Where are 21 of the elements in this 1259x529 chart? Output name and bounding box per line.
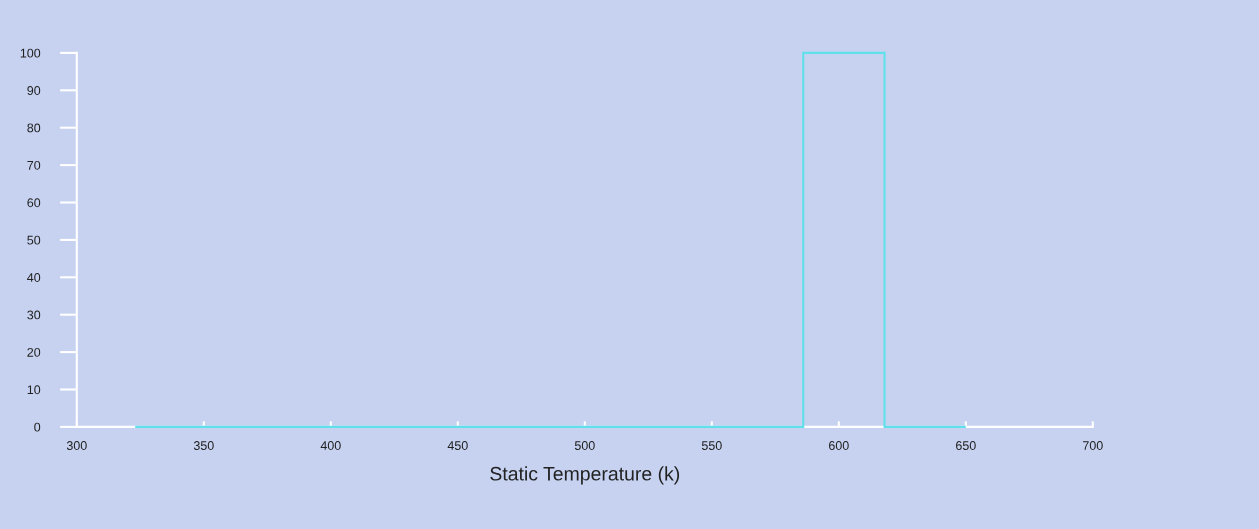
y-tick-label: 90 (27, 86, 41, 95)
y-tick-label: 70 (27, 160, 41, 170)
y-tick-label: 40 (27, 273, 41, 282)
y-tick-label: 50 (27, 235, 41, 245)
x-tick-label: 450 (447, 441, 468, 450)
x-tick-label: 700 (1083, 441, 1103, 450)
x-axis-title: Static Temperature (k) (490, 466, 680, 485)
x-tick-label: 600 (829, 441, 849, 450)
y-tick-label: 30 (27, 310, 41, 320)
y-tick-label: 80 (27, 123, 41, 133)
y-tick-label: 100 (20, 48, 41, 58)
x-tick-label: 350 (193, 441, 214, 450)
x-tick-label: 300 (66, 441, 87, 450)
x-tick-label: 650 (956, 441, 976, 450)
x-tick-label: 500 (574, 441, 595, 450)
y-tick-label: 10 (27, 385, 41, 395)
x-tick-label: 400 (320, 441, 341, 450)
y-tick-label: 60 (27, 198, 41, 208)
y-tick-label: 20 (27, 347, 41, 357)
y-tick-label: 0 (34, 422, 41, 432)
x-tick-label: 550 (701, 441, 722, 450)
